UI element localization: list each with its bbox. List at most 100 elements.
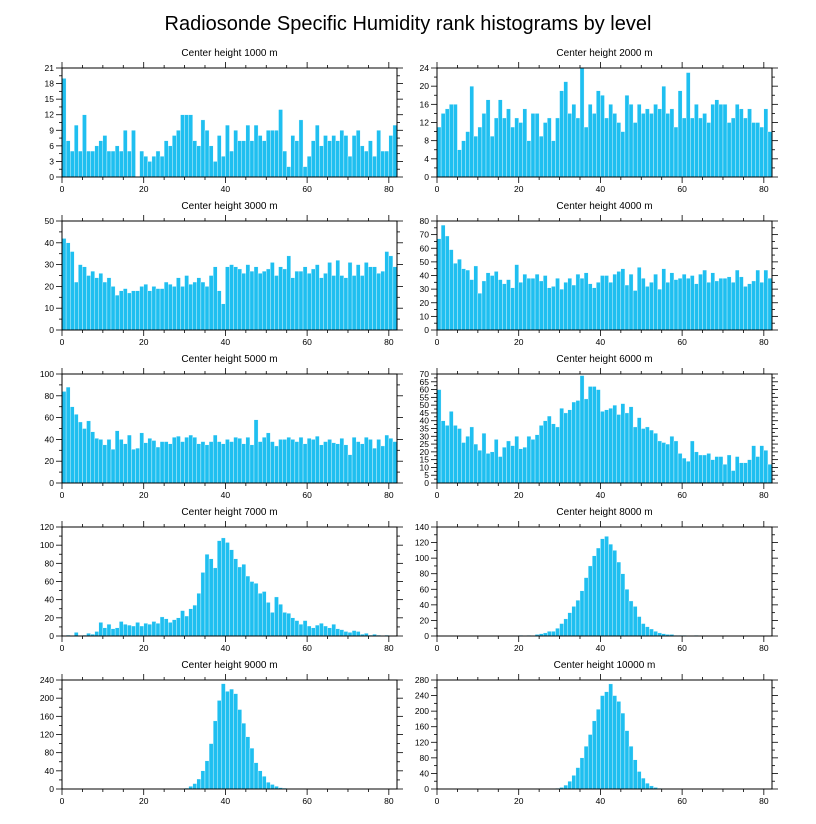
bar: [571, 606, 577, 637]
bar: [587, 104, 593, 178]
bar: [298, 624, 304, 637]
bar: [347, 156, 353, 178]
bar: [641, 623, 646, 637]
bar: [677, 278, 683, 331]
bar: [306, 438, 312, 484]
bar: [657, 440, 662, 484]
bar: [747, 283, 752, 331]
bar: [102, 627, 108, 637]
bar: [608, 408, 613, 484]
bar: [188, 434, 193, 484]
bar: [690, 275, 695, 331]
bar: [319, 444, 324, 484]
bar: [702, 113, 707, 178]
bar: [645, 108, 650, 178]
bar: [86, 150, 91, 178]
y-tick-label: 0: [49, 325, 54, 335]
bar: [319, 623, 324, 637]
bar: [547, 287, 552, 331]
bar: [616, 271, 622, 331]
bar: [489, 275, 495, 331]
bar: [180, 114, 185, 178]
bar: [221, 303, 226, 331]
bar: [559, 90, 564, 178]
bar: [237, 140, 242, 178]
panel-5: Center height 5000 m 0 20 40 60 80 0 20 40 60 80 10…: [40, 354, 403, 500]
x-tick-label: 80: [384, 643, 394, 653]
x-tick-label: 40: [221, 184, 231, 194]
bar: [372, 447, 377, 484]
bar: [641, 278, 646, 331]
bar: [436, 126, 442, 178]
bar: [751, 122, 756, 178]
bar: [192, 140, 197, 178]
bar: [286, 166, 291, 178]
bar: [159, 288, 165, 331]
y-tick-label: 40: [45, 595, 55, 605]
bar: [147, 161, 153, 178]
bar: [114, 430, 120, 484]
bar: [221, 683, 226, 790]
bar: [147, 290, 153, 331]
bar: [200, 572, 206, 637]
bar: [184, 275, 189, 331]
bar: [440, 113, 446, 178]
bar: [620, 403, 626, 484]
x-tick-label: 80: [384, 796, 394, 806]
bar: [315, 124, 320, 178]
bar: [440, 420, 446, 484]
bar: [98, 273, 104, 331]
bar: [710, 104, 715, 178]
bar: [212, 567, 218, 637]
bar: [649, 113, 654, 178]
bar: [665, 443, 671, 484]
bar: [241, 443, 247, 484]
bar: [526, 140, 532, 178]
bar: [208, 558, 214, 637]
x-tick-label: 20: [514, 796, 524, 806]
bar: [759, 282, 765, 331]
bar: [677, 453, 683, 484]
y-tick-label: 200: [415, 706, 429, 716]
y-tick-label: 280: [415, 675, 429, 685]
bar: [726, 122, 732, 178]
bar: [559, 288, 564, 331]
y-tick-label: 80: [45, 748, 55, 758]
y-tick-label: 8: [424, 136, 429, 146]
bar: [257, 135, 263, 178]
bar: [767, 131, 773, 178]
bar: [440, 224, 446, 331]
bar: [694, 104, 699, 178]
bar: [180, 610, 185, 637]
bar: [368, 140, 373, 178]
bar: [204, 760, 210, 790]
bar: [669, 436, 675, 484]
bar: [302, 620, 308, 637]
bar: [481, 113, 487, 178]
bar: [221, 443, 226, 484]
bar: [151, 156, 157, 178]
bar: [135, 290, 140, 331]
bar: [649, 628, 654, 637]
bar: [327, 439, 332, 484]
bar: [665, 282, 671, 331]
bar: [575, 273, 581, 331]
bar: [114, 294, 120, 331]
bar: [102, 444, 108, 484]
bar: [543, 275, 548, 331]
bar: [110, 286, 116, 331]
bar: [628, 104, 634, 178]
bar: [653, 631, 658, 637]
bar: [641, 428, 646, 484]
y-tick-label: 20: [45, 613, 55, 623]
bar: [131, 449, 136, 484]
bar: [571, 284, 577, 331]
y-tick-label: 15: [45, 94, 55, 104]
bar: [637, 771, 642, 790]
bar: [119, 621, 124, 637]
y-tick-label: 0: [424, 784, 429, 794]
bar: [82, 266, 87, 331]
bar: [294, 620, 300, 637]
bar: [596, 90, 601, 178]
bar: [335, 260, 340, 331]
